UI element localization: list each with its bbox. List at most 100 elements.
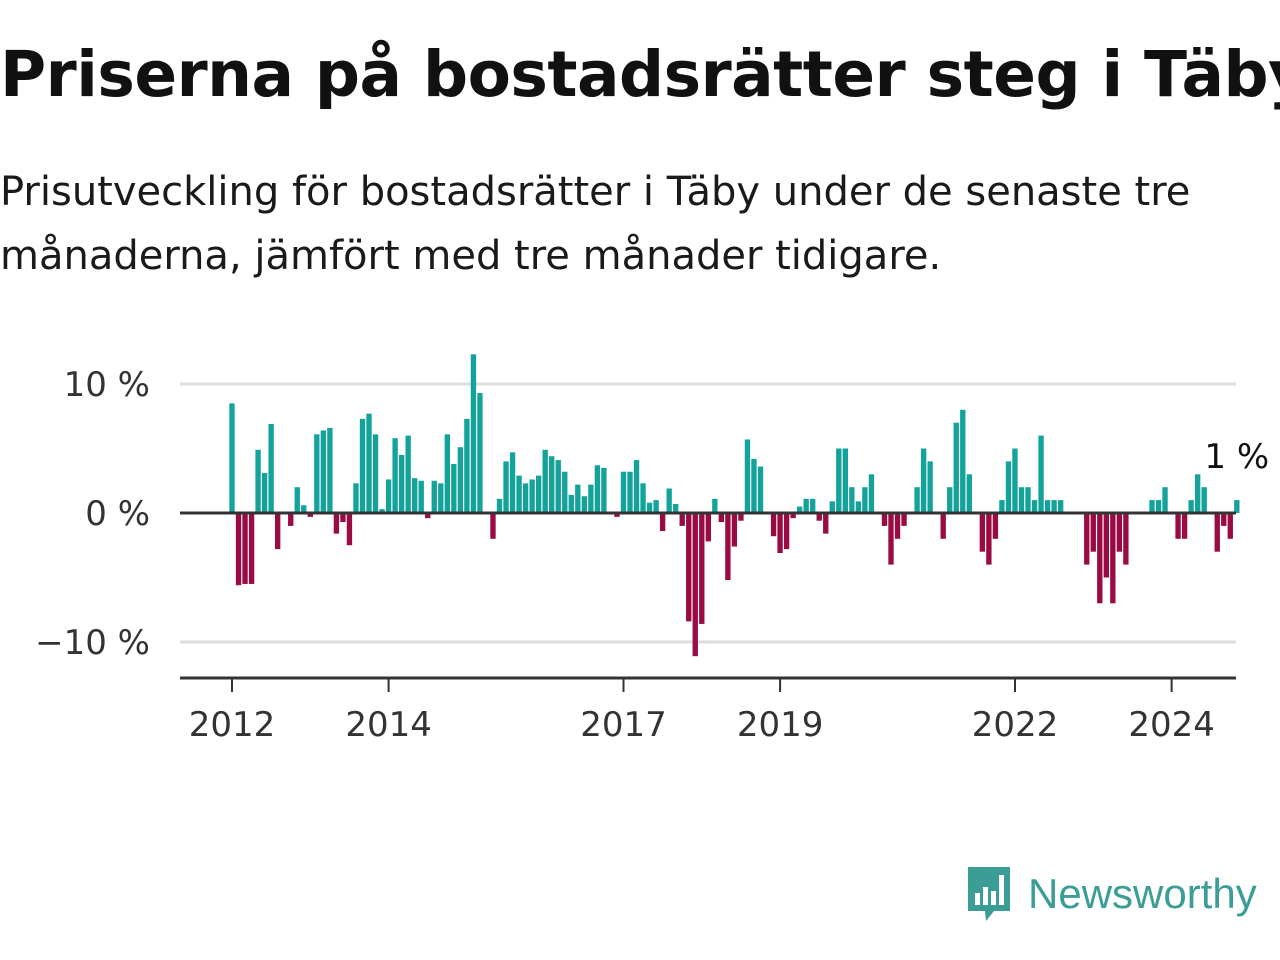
bar: [1110, 513, 1116, 604]
bar: [757, 466, 764, 513]
bar: [562, 471, 568, 513]
bar: [810, 498, 816, 513]
bar: [288, 513, 294, 526]
newsworthy-logo-icon: [968, 867, 1010, 921]
bar: [627, 471, 633, 513]
bar: [327, 427, 333, 513]
bar: [444, 434, 450, 513]
bar: [842, 448, 848, 513]
bar: [803, 498, 809, 513]
bar: [1181, 513, 1188, 539]
bar: [503, 461, 509, 513]
bar: [725, 513, 731, 581]
bar: [1038, 435, 1044, 513]
bar: [464, 418, 470, 513]
bar: [418, 480, 424, 513]
bar: [398, 454, 405, 513]
bar: [516, 475, 522, 513]
x-tick-label: 2012: [189, 705, 276, 745]
last-value-label: 1 %: [1204, 437, 1269, 477]
bar: [294, 487, 300, 513]
bar: [359, 418, 366, 513]
bar: [235, 513, 242, 586]
bar: [275, 513, 281, 550]
brand-name: Newsworthy: [1028, 870, 1257, 917]
bar: [346, 513, 353, 546]
bar: [255, 449, 261, 513]
bar: [451, 463, 457, 513]
bar: [307, 513, 313, 517]
bar: [692, 513, 698, 657]
bar: [992, 513, 999, 539]
bar: [849, 487, 855, 513]
bar: [1031, 500, 1038, 513]
y-tick-label: 0 %: [85, 494, 150, 534]
bar: [1149, 500, 1155, 513]
bar: [653, 500, 659, 513]
newsworthy-brand: Newsworthy: [964, 862, 1257, 926]
x-tick-label: 2019: [737, 705, 824, 745]
bar: [718, 513, 725, 523]
bar: [940, 513, 946, 539]
x-tick-label: 2017: [580, 705, 667, 745]
bar: [522, 483, 529, 513]
bar: [1044, 500, 1051, 513]
bar-chart: 10 % 0 % −10 % 2012 2014 2017 2019 2022 2024 1 …: [35, 354, 1269, 745]
bar: [438, 483, 444, 513]
bar: [601, 467, 607, 513]
bar: [470, 354, 477, 513]
bar: [1057, 500, 1064, 513]
bar: [1103, 513, 1109, 578]
bar: [1018, 487, 1025, 513]
bar: [633, 460, 640, 513]
x-tick-label: 2024: [1128, 705, 1215, 745]
chart-subtitle: Prisutveckling för bostadsrätter i Täby …: [0, 169, 1191, 279]
bar: [1123, 513, 1129, 565]
bar: [477, 393, 483, 513]
bar: [673, 503, 679, 513]
bar: [914, 487, 920, 513]
bar: [986, 513, 992, 565]
bar: [248, 513, 255, 584]
bar: [353, 483, 359, 513]
y-tick-labels: 10 % 0 % −10 %: [35, 365, 150, 663]
bar: [1155, 500, 1162, 513]
bar: [751, 458, 757, 513]
bar: [640, 483, 646, 513]
bar: [1227, 513, 1233, 539]
bar: [549, 456, 555, 513]
bar: [790, 513, 796, 519]
gridlines: [180, 382, 1236, 644]
bar: [881, 513, 888, 526]
bar: [888, 513, 894, 565]
bar: [372, 434, 379, 513]
bar: [770, 513, 777, 537]
bar: [796, 506, 803, 513]
bar: [659, 513, 666, 532]
bar: [588, 484, 594, 513]
bar: [1097, 513, 1103, 604]
bar: [366, 413, 372, 513]
x-tick-label: 2022: [972, 705, 1059, 745]
bar: [1188, 500, 1194, 513]
bar: [1025, 487, 1031, 513]
bar: [1234, 500, 1240, 513]
bar: [575, 484, 581, 513]
bar: [490, 513, 496, 539]
bar: [431, 480, 437, 513]
bar: [535, 475, 542, 513]
bar: [966, 474, 972, 513]
bar: [901, 513, 907, 526]
bar: [836, 448, 842, 513]
bar: [542, 449, 548, 513]
bar: [1005, 461, 1012, 513]
bar: [405, 435, 411, 513]
bar: [568, 494, 574, 513]
bar: [699, 513, 705, 624]
bar: [620, 471, 627, 513]
bar: [731, 513, 738, 547]
bar: [646, 502, 653, 513]
bar: [666, 488, 672, 513]
y-tick-label: −10 %: [35, 623, 150, 663]
bar: [555, 460, 561, 513]
